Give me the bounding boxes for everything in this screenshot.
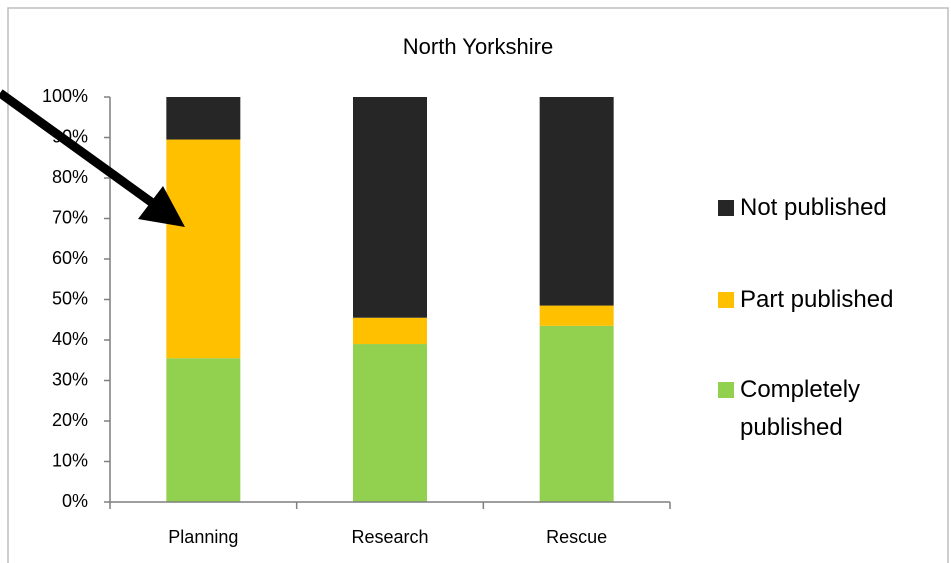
y-tick-label: 60% [52, 248, 88, 268]
arrow-head [138, 186, 185, 227]
y-tick-label: 30% [52, 369, 88, 389]
bar-segment [166, 358, 241, 502]
bar-segment [539, 97, 614, 306]
legend-label: Part published [740, 286, 894, 313]
y-tick-label: 80% [52, 167, 88, 187]
y-tick-label: 40% [52, 329, 88, 349]
x-tick-label: Planning [168, 527, 238, 547]
y-tick-label: 50% [52, 288, 88, 308]
arrow-shaft [0, 89, 161, 211]
bar-segment [166, 97, 241, 140]
bar-segment [353, 344, 427, 502]
bar-segment [166, 139, 241, 359]
y-tick-label: 0% [62, 491, 88, 511]
bar-segment [353, 317, 427, 345]
legend-label: Completely published [740, 376, 861, 441]
bar-segment [539, 305, 614, 326]
bar-segment [539, 325, 614, 502]
chart-title: North Yorkshire [403, 34, 553, 59]
legend-item: Part published [740, 286, 894, 313]
y-tick-label: 20% [52, 410, 88, 430]
legend-swatch [718, 382, 734, 398]
legend-item: Completely published [740, 376, 861, 441]
x-tick-label: Rescue [546, 527, 607, 547]
y-tick-label: 10% [52, 450, 88, 470]
legend-swatch [718, 200, 734, 216]
y-tick-label: 100% [42, 86, 88, 106]
y-tick-label: 70% [52, 207, 88, 227]
legend-swatch [718, 292, 734, 308]
legend-item: Not published [740, 194, 887, 221]
x-tick-label: Research [351, 527, 428, 547]
legend-label: Not published [740, 194, 887, 221]
chart-frame [7, 7, 949, 563]
bar-segment [353, 97, 427, 318]
